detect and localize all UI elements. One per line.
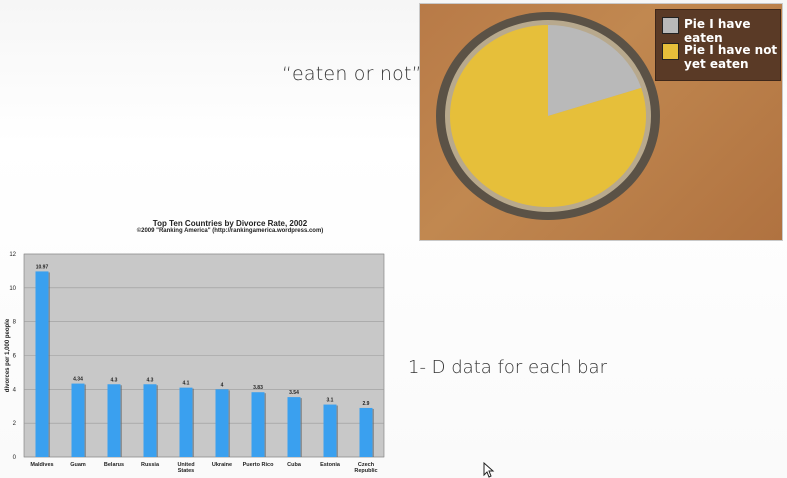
mouse-cursor-icon bbox=[483, 462, 495, 478]
bar-value-label: 4.34 bbox=[73, 377, 83, 383]
legend-item-not-eaten: Pie I have not yet eaten bbox=[662, 43, 777, 71]
bar-value-label: 3.54 bbox=[289, 390, 299, 396]
bar bbox=[251, 392, 265, 457]
x-tick-label: Belarus bbox=[104, 462, 124, 468]
x-tick-label: Russia bbox=[141, 462, 160, 468]
x-tick-label: Estonia bbox=[320, 462, 341, 468]
pie-slice-not-eaten bbox=[449, 25, 646, 207]
x-tick-label: Republic bbox=[354, 468, 377, 474]
x-tick-label: States bbox=[178, 468, 195, 474]
bar-value-label: 4.1 bbox=[183, 381, 190, 387]
y-tick-label: 4 bbox=[13, 387, 17, 393]
bar bbox=[359, 407, 373, 457]
y-tick-label: 10 bbox=[9, 286, 16, 292]
pie-illustration bbox=[436, 12, 660, 220]
pie-slice-eaten bbox=[548, 25, 642, 116]
legend-swatch-not-eaten bbox=[662, 43, 679, 60]
x-tick-label: Cuba bbox=[287, 462, 302, 468]
bar-value-label: 4 bbox=[221, 382, 224, 388]
bar-value-label: 2.9 bbox=[363, 401, 370, 407]
bar-value-label: 10.97 bbox=[36, 264, 49, 270]
bar bbox=[179, 387, 193, 457]
photo-legend: Pie I have eaten Pie I have not yet eate… bbox=[655, 9, 781, 81]
y-tick-label: 2 bbox=[13, 421, 17, 427]
bar-value-label: 3.1 bbox=[327, 398, 334, 404]
legend-label-not-eaten: Pie I have not yet eaten bbox=[684, 43, 778, 71]
pie-photo: Pie I have eaten Pie I have not yet eate… bbox=[419, 3, 783, 241]
chart-plot: 0 2 4 6 8 10 12 divorces per 1,000 people 10.97 M… bbox=[5, 252, 385, 474]
x-tick-label: Guam bbox=[70, 462, 86, 468]
y-axis-label: divorces per 1,000 people bbox=[5, 318, 11, 392]
bar bbox=[143, 384, 157, 457]
y-tick-label: 0 bbox=[13, 455, 17, 461]
bar bbox=[323, 404, 337, 457]
x-tick-label: Czech bbox=[358, 462, 375, 468]
bar-value-label: 3.83 bbox=[253, 385, 263, 391]
legend-label-eaten: Pie I have eaten bbox=[684, 17, 751, 45]
x-tick-label: United bbox=[177, 462, 194, 468]
bar bbox=[287, 397, 301, 457]
bar bbox=[71, 383, 85, 457]
x-tick-label: Puerto Rico bbox=[243, 462, 275, 468]
y-tick-label: 8 bbox=[13, 320, 17, 326]
bar-value-label: 4.3 bbox=[147, 377, 154, 383]
legend-swatch-eaten bbox=[662, 17, 679, 34]
caption-eaten-or-not: “eaten or not” bbox=[282, 63, 422, 85]
chart-title: Top Ten Countries by Divorce Rate, 2002 bbox=[152, 219, 308, 228]
y-tick-label: 6 bbox=[13, 354, 17, 360]
x-tick-label: Maldives bbox=[30, 462, 53, 468]
x-tick-label: Ukraine bbox=[212, 462, 232, 468]
y-tick-label: 12 bbox=[9, 252, 16, 258]
bar bbox=[215, 389, 229, 457]
chart-subtitle: ©2009 "Ranking America" (http://rankinga… bbox=[136, 228, 324, 234]
divorce-rate-chart: Top Ten Countries by Divorce Rate, 2002 … bbox=[0, 213, 400, 478]
legend-item-eaten: Pie I have eaten bbox=[662, 17, 780, 45]
caption-1d-data: 1- D data for each bar bbox=[408, 357, 607, 378]
bar bbox=[107, 384, 121, 457]
bar bbox=[35, 271, 49, 457]
bar-value-label: 4.3 bbox=[111, 377, 118, 383]
